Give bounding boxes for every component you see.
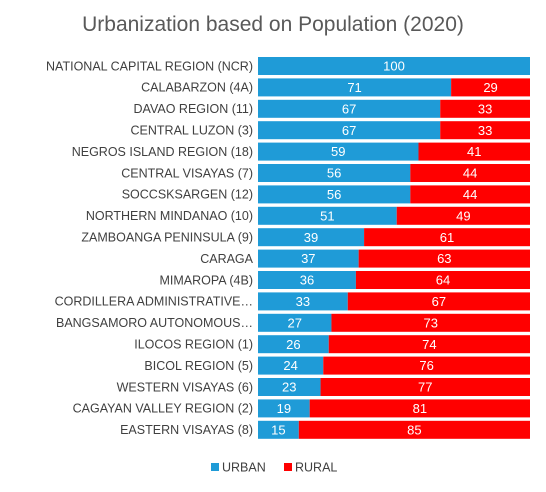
bar-urban-8	[258, 228, 365, 247]
data-label-urban: 27	[287, 315, 301, 330]
bar-rural-5	[410, 164, 530, 182]
data-label-urban: 67	[342, 101, 356, 116]
data-label-rural: 76	[419, 358, 433, 373]
bar-urban-17	[258, 420, 299, 439]
data-label-rural: 49	[456, 208, 470, 223]
bar-rural-16	[309, 399, 530, 418]
bar-rural-3	[440, 121, 530, 140]
data-label-urban: 59	[331, 144, 345, 159]
category-label: ILOCOS REGION (1)	[134, 338, 253, 352]
data-label-urban: 23	[282, 380, 296, 395]
bar-urban-13	[258, 335, 329, 354]
bar-urban-3	[258, 121, 441, 140]
data-label-rural: 63	[437, 251, 451, 266]
data-label-urban: 56	[327, 166, 341, 181]
category-labels: NATIONAL CAPITAL REGION (NCR) CALABARZON …	[46, 59, 254, 437]
data-label-rural: 74	[422, 337, 436, 352]
bar-rural-9	[358, 249, 530, 268]
data-label-urban: 36	[300, 273, 314, 288]
bar-rural-4	[418, 142, 530, 161]
data-label-rural: 44	[463, 187, 477, 202]
category-label: NORTHERN MINDANAO (10)	[86, 209, 253, 223]
data-label-urban: 37	[301, 251, 315, 266]
data-label-rural: 33	[478, 123, 492, 138]
category-label: EASTERN VISAYAS (8)	[120, 423, 253, 437]
bar-urban-9	[258, 249, 359, 268]
bar-rural-11	[347, 292, 530, 311]
chart-title: Urbanization based on Population (2020)	[82, 13, 464, 36]
data-label-urban: 39	[304, 230, 318, 245]
category-label: ZAMBOANGA PENINSULA (9)	[81, 231, 253, 245]
category-label: CORDILLERA ADMINISTRATIVE…	[55, 295, 253, 309]
bar-rural-2	[440, 99, 530, 118]
bar-rural-12	[331, 313, 530, 332]
bar-urban-14	[258, 356, 324, 375]
data-label-urban: 51	[320, 208, 334, 223]
legend-swatch-rural	[284, 463, 292, 471]
legend: URBAN RURAL	[211, 460, 337, 474]
data-label-rural: 44	[463, 166, 477, 181]
bar-urban-0	[258, 57, 530, 75]
legend-label-rural: RURAL	[295, 460, 337, 474]
data-label-urban: 67	[342, 123, 356, 138]
bar-urban-12	[258, 313, 332, 332]
bar-urban-7	[258, 206, 397, 225]
bar-series	[258, 57, 530, 439]
data-label-rural: 64	[436, 273, 450, 288]
bar-rural-10	[355, 271, 530, 289]
data-label-urban: 26	[286, 337, 300, 352]
category-label: CENTRAL VISAYAS (7)	[121, 166, 253, 180]
data-label-rural: 61	[440, 230, 454, 245]
category-label: CAGAYAN VALLEY REGION (2)	[73, 402, 253, 416]
data-label-rural: 67	[432, 294, 446, 309]
data-label-urban: 33	[296, 294, 310, 309]
bar-rural-8	[364, 228, 530, 247]
data-label-urban: 19	[277, 401, 291, 416]
data-label-rural: 77	[418, 380, 432, 395]
data-labels: 100 71 29 67 33 67 33 59 41 56 44 56 44 51 49 39 61 37 63 3…	[271, 59, 498, 438]
bar-rural-1	[451, 78, 530, 97]
data-label-urban: 15	[271, 422, 285, 437]
bar-urban-2	[258, 99, 441, 118]
bar-urban-11	[258, 292, 348, 311]
data-label-urban: 24	[283, 358, 297, 373]
legend-swatch-urban	[211, 463, 219, 471]
data-label-rural: 81	[413, 401, 427, 416]
bar-urban-10	[258, 271, 356, 289]
data-label-rural: 73	[423, 315, 437, 330]
category-label: NATIONAL CAPITAL REGION (NCR)	[46, 59, 253, 73]
bar-rural-7	[396, 206, 530, 225]
bar-urban-4	[258, 142, 419, 161]
category-label: NEGROS ISLAND REGION (18)	[72, 145, 253, 159]
bar-urban-1	[258, 78, 452, 97]
category-label: WESTERN VISAYAS (6)	[117, 380, 253, 394]
data-label-urban: 100	[383, 59, 405, 74]
category-label: CARAGA	[200, 252, 253, 266]
category-label: CALABARZON (4A)	[141, 81, 253, 95]
category-label: DAVAO REGION (11)	[134, 102, 253, 116]
data-label-rural: 85	[407, 422, 421, 437]
data-label-rural: 29	[483, 80, 497, 95]
bar-rural-14	[323, 356, 530, 375]
bar-urban-5	[258, 164, 411, 182]
data-label-rural: 41	[467, 144, 481, 159]
category-label: BANGSAMORO AUTONOMOUS…	[56, 316, 253, 330]
legend-label-urban: URBAN	[222, 460, 266, 474]
bar-rural-13	[328, 335, 530, 354]
data-label-urban: 71	[347, 80, 361, 95]
bar-urban-16	[258, 399, 310, 418]
data-label-urban: 56	[327, 187, 341, 202]
category-label: BICOL REGION (5)	[144, 359, 253, 373]
bar-urban-15	[258, 378, 321, 396]
category-label: SOCCSKSARGEN (12)	[122, 188, 253, 202]
bar-rural-15	[320, 378, 530, 396]
bar-urban-6	[258, 185, 411, 204]
category-label: CENTRAL LUZON (3)	[131, 124, 253, 138]
bar-rural-17	[298, 420, 530, 439]
bar-rural-6	[410, 185, 530, 204]
data-label-rural: 33	[478, 101, 492, 116]
category-label: MIMAROPA (4B)	[159, 273, 253, 287]
